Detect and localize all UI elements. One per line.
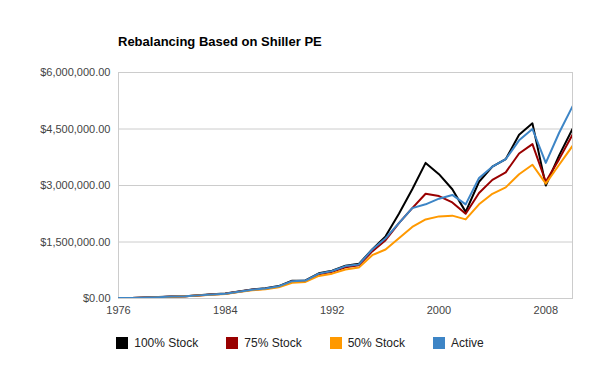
html-text:50% Stock: 50% Stock [347,336,405,350]
svg-text:$3,000,000.00: $3,000,000.00 [40,179,110,191]
svg-text:2008: 2008 [534,304,558,316]
svg-text:$1,500,000.00: $1,500,000.00 [40,236,110,248]
html-text:100% Stock: 100% Stock [134,336,199,350]
html-text:Rebalancing Based on Shiller P: Rebalancing Based on Shiller PE [118,34,322,49]
svg-text:2000: 2000 [427,304,451,316]
html-text:75% Stock: 75% Stock [244,336,302,350]
svg-text:$0.00: $0.00 [83,292,111,304]
svg-text:1992: 1992 [320,304,344,316]
html-text:Active: Active [451,336,484,350]
svg-text:1976: 1976 [106,304,130,316]
svg-text:$6,000,000.00: $6,000,000.00 [40,66,110,78]
svg-text:$4,500,000.00: $4,500,000.00 [40,123,110,135]
svg-text:1984: 1984 [213,304,237,316]
